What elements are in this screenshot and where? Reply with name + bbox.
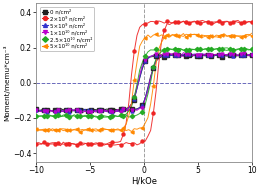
X-axis label: H/kOe: H/kOe <box>131 177 157 186</box>
Legend: 0 n/cm², 2×10⁹ n/cm², 5×10⁹ n/cm², 1×10¹⁰ n/cm², 2.5×10¹⁰ n/cm², 5×10¹⁰ n/cm²: 0 n/cm², 2×10⁹ n/cm², 5×10⁹ n/cm², 1×10¹… <box>40 7 94 51</box>
Y-axis label: Moment/memu*cm⁻³: Moment/memu*cm⁻³ <box>3 44 10 121</box>
